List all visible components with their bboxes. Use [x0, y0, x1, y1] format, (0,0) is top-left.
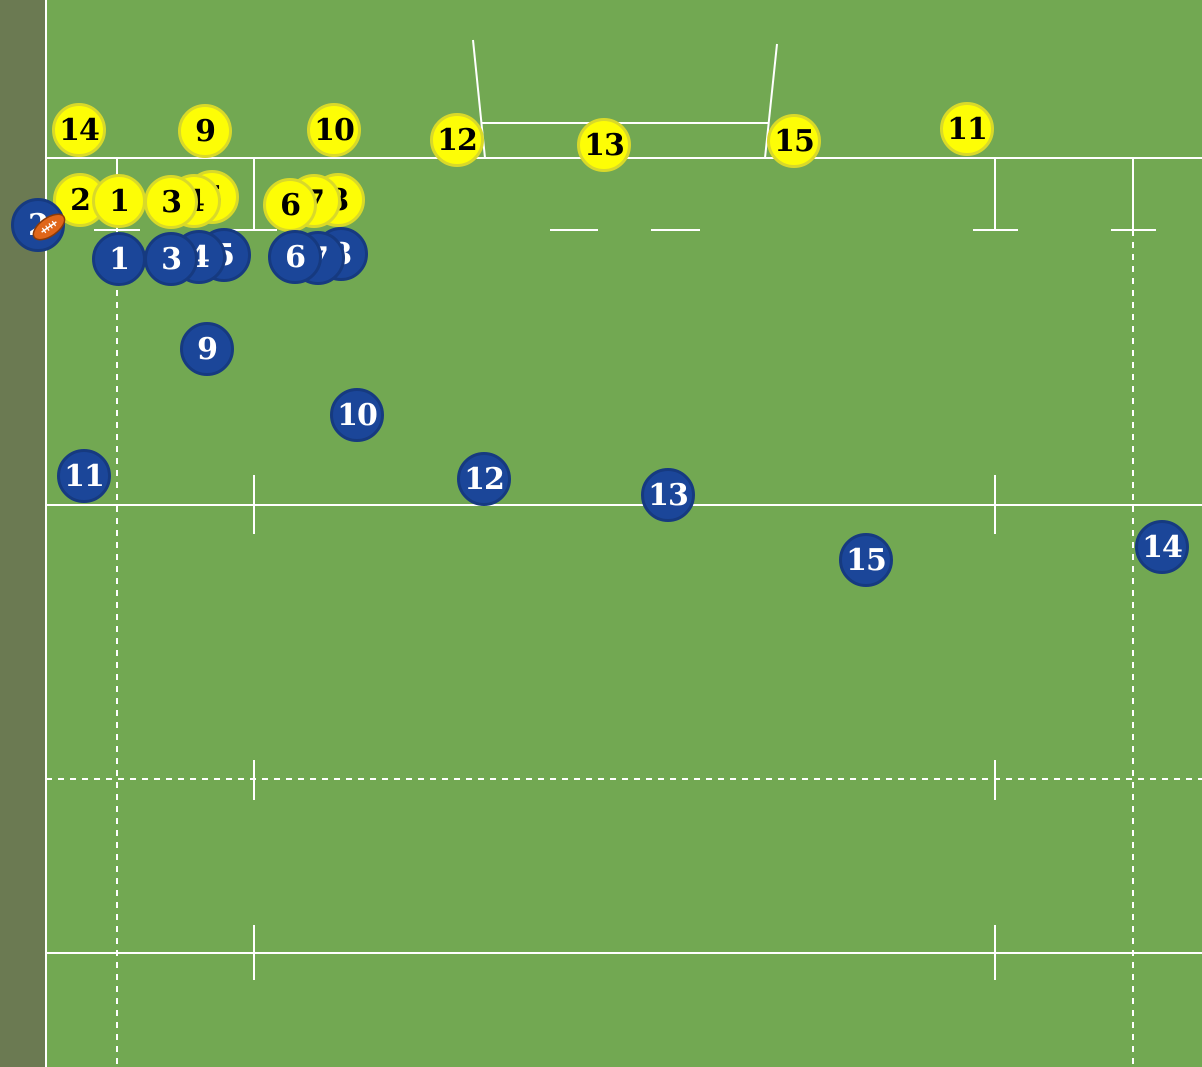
blue-player-6[interactable]: 6 [268, 230, 322, 284]
yellow-player-10[interactable]: 10 [307, 103, 361, 157]
yellow-player-3[interactable]: 3 [144, 175, 198, 229]
yellow-player-15[interactable]: 15 [767, 114, 821, 168]
yellow-player-14[interactable]: 14 [52, 103, 106, 157]
blue-player-15[interactable]: 15 [839, 533, 893, 587]
blue-player-10[interactable]: 10 [330, 388, 384, 442]
yellow-player-12[interactable]: 12 [430, 113, 484, 167]
yellow-player-1[interactable]: 1 [92, 174, 146, 228]
blue-player-11[interactable]: 11 [57, 449, 111, 503]
blue-player-14[interactable]: 14 [1135, 520, 1189, 574]
blue-player-3[interactable]: 3 [144, 232, 198, 286]
yellow-player-6[interactable]: 6 [263, 178, 317, 232]
blue-player-12[interactable]: 12 [457, 452, 511, 506]
touch-area [0, 0, 45, 1067]
blue-player-1[interactable]: 1 [92, 232, 146, 286]
blue-player-13[interactable]: 13 [641, 468, 695, 522]
yellow-player-13[interactable]: 13 [577, 118, 631, 172]
yellow-player-9[interactable]: 9 [178, 104, 232, 158]
yellow-player-11[interactable]: 11 [940, 102, 994, 156]
rugby-ball-icon[interactable] [26, 207, 71, 248]
blue-player-9[interactable]: 9 [180, 322, 234, 376]
